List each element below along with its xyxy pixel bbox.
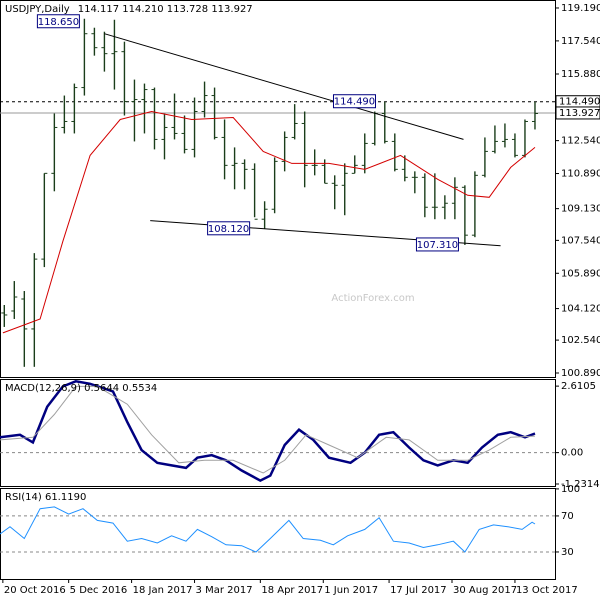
annotation-label: 108.120 — [208, 224, 249, 235]
watermark: ActionForex.com — [331, 293, 414, 304]
panel-title: RSI(14) 61.1190 — [5, 492, 86, 503]
y-tick-label: 100 — [561, 484, 580, 495]
y-tick-label: 102.540 — [561, 335, 600, 346]
annotation-box — [415, 237, 459, 252]
y-tick-label: 2.6105 — [561, 381, 596, 392]
panel-title-text: USDJPY,Daily — [5, 4, 70, 15]
panel-title: MACD(12,26,9) 0.5644 0.5534 — [5, 383, 157, 394]
y-tick-label: -1.2314 — [561, 479, 600, 490]
y-tick-label: 70 — [561, 511, 574, 522]
y-tick-label: 115.880 — [561, 69, 600, 80]
panel-title: USDJPY,Daily 114.117 114.210 113.728 113.… — [5, 4, 253, 15]
price-label-box — [555, 106, 600, 120]
y-tick-label: 112.540 — [561, 136, 600, 147]
x-tick-label: 30 Aug 2017 — [453, 585, 517, 596]
x-tick-label: 1 Jun 2017 — [324, 585, 378, 596]
x-tick-label: 3 Mar 2017 — [196, 585, 253, 596]
y-tick-label: 100.890 — [561, 368, 600, 379]
y-tick-label: 119.190 — [561, 3, 600, 14]
panel-subtitle: 114.117 114.210 113.728 113.927 — [78, 4, 253, 15]
panel-title-text: RSI(14) 61.1190 — [5, 492, 86, 503]
y-tick-label: 0.00 — [561, 448, 583, 459]
indicator-line — [0, 506, 536, 553]
y-tick-label: 105.890 — [561, 268, 600, 279]
annotation-label: 107.310 — [417, 240, 458, 251]
panel-frame — [0, 0, 556, 378]
x-tick-label: 5 Dec 2016 — [70, 585, 128, 596]
x-tick-label: 17 Jul 2017 — [390, 585, 447, 596]
indicator-line — [0, 385, 536, 474]
price-label: 114.490 — [559, 97, 600, 108]
annotation-box — [36, 14, 80, 29]
y-tick-label: 30 — [561, 547, 574, 558]
y-tick-label: 104.120 — [561, 304, 600, 315]
x-tick-label: 18 Apr 2017 — [261, 585, 323, 596]
y-tick-label: 110.890 — [561, 169, 600, 180]
moving-average — [2, 110, 536, 334]
panel-frame — [0, 379, 556, 487]
x-tick-label: 20 Oct 2016 — [4, 585, 66, 596]
y-tick-label: 107.540 — [561, 235, 600, 246]
x-tick-label: 18 Jan 2017 — [133, 585, 193, 596]
annotation-label: 118.650 — [38, 17, 79, 28]
y-tick-label: 117.540 — [561, 36, 600, 47]
trendline — [104, 33, 464, 140]
y-tick-label: 109.130 — [561, 204, 600, 215]
price-label: 113.927 — [559, 108, 600, 119]
annotation-box — [332, 94, 376, 109]
x-tick-label: 13 Oct 2017 — [516, 585, 578, 596]
panel-title-text: MACD(12,26,9) 0.5644 0.5534 — [5, 383, 157, 394]
annotation-box — [207, 221, 251, 236]
annotation-label: 114.490 — [334, 97, 375, 108]
